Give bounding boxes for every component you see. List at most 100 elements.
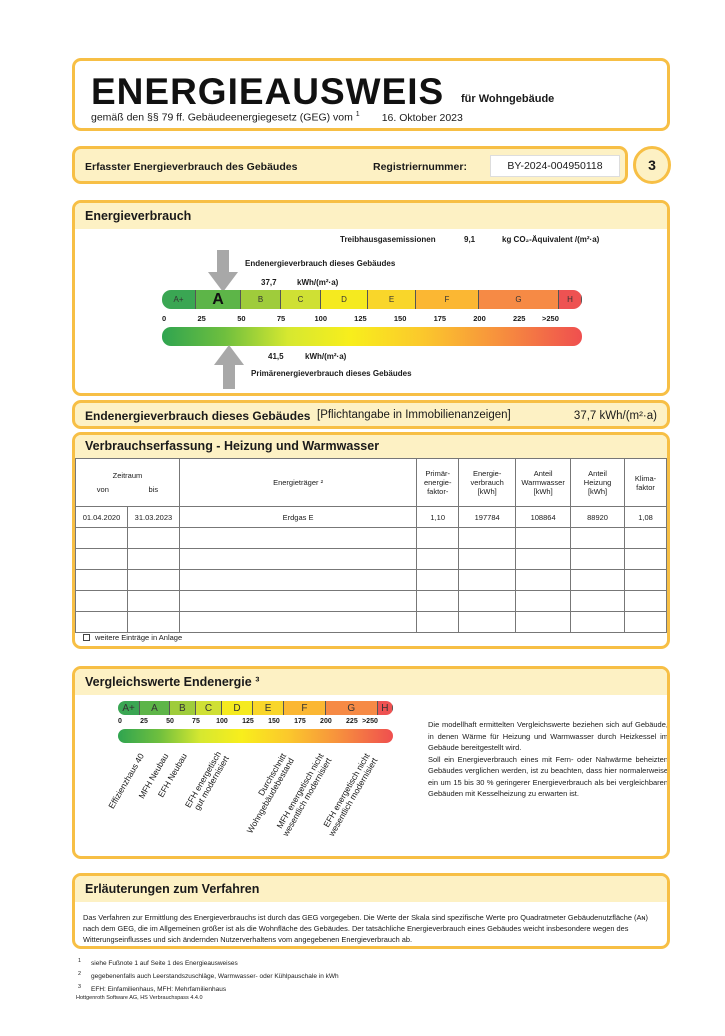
comparison-text-1: Die modellhaft ermittelten Vergleichswer… <box>428 720 668 752</box>
climate-header: Klima- faktor <box>624 458 667 507</box>
energy-class-b: B <box>240 290 281 309</box>
footnote-text: gegebenenfalls auch Leerstandszuschläge,… <box>91 973 339 981</box>
tick-label: 75 <box>192 718 200 725</box>
footnote-text: EFH: Einfamilienhaus, MFH: Mehrfamilienh… <box>91 986 227 994</box>
legal-date: 16. Oktober 2023 <box>381 111 463 124</box>
energy-class-a: A <box>195 290 241 309</box>
page-number-badge: 3 <box>633 146 671 184</box>
cell-water: 108864 <box>515 506 572 528</box>
comparison-class-scale: A+ A B C D E F G H <box>118 701 393 715</box>
comparison-label-text: EFH energetisch gut modernisiert <box>182 749 231 812</box>
cell-carrier: Erdgas E <box>178 506 418 528</box>
table-row <box>75 611 667 633</box>
cell-heating: 88920 <box>570 506 625 528</box>
footnote: 1 siehe Fußnote 1 auf Seite 1 des Energie… <box>78 956 339 969</box>
energy-class-b: B <box>169 701 196 715</box>
tick-label: 75 <box>276 314 286 323</box>
empty-cell <box>624 611 667 633</box>
empty-cell <box>624 527 667 549</box>
table-row: 01.04.2020 31.03.2023 Erdgas E 1,10 1977… <box>75 506 667 528</box>
energy-class-g: G <box>478 290 559 309</box>
empty-cell <box>624 569 667 591</box>
explanation-section: Erläuterungen zum Verfahren Das Verfahre… <box>72 873 670 949</box>
empty-cell <box>178 569 418 591</box>
footnote: 3 EFH: Einfamilienhaus, MFH: Mehrfamilien… <box>78 982 339 995</box>
tick-label: 225 <box>346 718 358 725</box>
registration-label: Registriernummer: <box>373 161 467 173</box>
empty-cell <box>515 569 572 591</box>
tick-label: 125 <box>354 314 367 323</box>
tick-label: 150 <box>268 718 280 725</box>
footnote-number: 1 <box>78 958 82 964</box>
more-entries-label: weitere Einträge in Anlage <box>95 633 183 642</box>
footnote: 2 gegebenenfalls auch Leerstandszuschläge… <box>78 969 339 982</box>
empty-cell <box>570 548 625 570</box>
tick-label: 125 <box>242 718 254 725</box>
energy-consumption-section: Energieverbrauch Treibhausgasemissionen … <box>72 200 670 396</box>
empty-cell <box>458 527 517 549</box>
empty-cell <box>126 548 180 570</box>
consumption-record-section: Verbrauchserfassung - Heizung und Warmwa… <box>72 432 670 649</box>
comparison-text: Die modellhaft ermittelten Vergleichswer… <box>428 719 668 800</box>
table-row <box>75 548 667 570</box>
empty-cell <box>624 548 667 570</box>
tick-label: 100 <box>216 718 228 725</box>
empty-cell <box>75 569 128 591</box>
from-header: von <box>96 485 109 494</box>
empty-cell <box>416 569 460 591</box>
empty-cell <box>416 548 460 570</box>
empty-cell <box>515 611 572 633</box>
empty-cell <box>570 590 625 612</box>
scale-ticks: 0 25 50 75 100 125 150 175 200 225 >250 <box>162 314 582 324</box>
comparison-ticks: 0 25 50 75 100 125 150 175 200 225 >250 <box>118 718 393 728</box>
empty-cell <box>126 527 180 549</box>
energy-class-e: E <box>367 290 416 309</box>
final-energy-arrow-icon <box>208 250 238 292</box>
footnotes: 1 siehe Fußnote 1 auf Seite 1 des Energie… <box>78 956 339 995</box>
empty-cell <box>178 611 418 633</box>
empty-cell <box>570 611 625 633</box>
tick-label: 200 <box>320 718 332 725</box>
primary-energy-label: Primärenergieverbrauch dieses Gebäudes <box>251 369 412 378</box>
footnote-number: 2 <box>78 971 82 978</box>
empty-cell <box>126 590 180 612</box>
tick-label: 175 <box>433 314 447 323</box>
empty-cell <box>515 548 572 570</box>
legal-basis-text: gemäß den §§ 79 ff. Gebäudeenergiegesetz… <box>91 111 353 124</box>
certificate-header: ENERGIEAUSWEIS für Wohngebäude gemäß den… <box>72 58 670 131</box>
tick-label: 0 <box>162 314 167 323</box>
empty-cell <box>75 548 128 570</box>
ghg-value: 9,1 <box>464 235 476 244</box>
heating-header: Anteil Heizung [kWh] <box>570 458 625 507</box>
tick-label: 25 <box>197 314 206 323</box>
to-header: bis <box>148 485 159 494</box>
energy-class-c: C <box>195 701 223 715</box>
final-energy-label: Endenergieverbrauch dieses Gebäudes <box>245 259 396 268</box>
empty-cell <box>126 611 180 633</box>
building-type: für Wohngebäude <box>461 93 555 105</box>
tick-label: >250 <box>541 314 559 323</box>
cell-consumption: 197784 <box>458 506 517 528</box>
software-credit: Hottgenroth Software AG, HS Verbrauchspa… <box>76 995 203 1001</box>
checkbox-icon[interactable] <box>83 634 90 641</box>
empty-cell <box>75 611 128 633</box>
summary-label: Endenergieverbrauch dieses Gebäudes <box>85 409 311 423</box>
empty-cell <box>75 527 128 549</box>
registration-bar: Erfasster Energieverbrauch des Gebäudes … <box>72 146 628 184</box>
empty-cell <box>416 590 460 612</box>
energy-class-f: F <box>284 701 326 715</box>
tick-label: 25 <box>140 718 148 725</box>
water-header: Anteil Warmwasser [kWh] <box>515 458 572 507</box>
energy-class-h: H <box>558 290 582 309</box>
energy-class-h: H <box>377 701 393 715</box>
tick-label: 200 <box>473 314 486 323</box>
document-title: ENERGIEAUSWEIS <box>91 71 445 112</box>
more-entries-checkbox[interactable]: weitere Einträge in Anlage <box>83 633 182 642</box>
table-row <box>75 527 667 549</box>
empty-cell <box>458 611 517 633</box>
summary-note: [Pflichtangabe in Immobilienanzeigen] <box>317 409 511 421</box>
table-row <box>75 590 667 612</box>
final-energy-value: 37,7 <box>261 278 277 287</box>
summary-value: 37,7 kWh/(m²·a) <box>573 410 657 422</box>
tick-label: 50 <box>166 718 174 725</box>
